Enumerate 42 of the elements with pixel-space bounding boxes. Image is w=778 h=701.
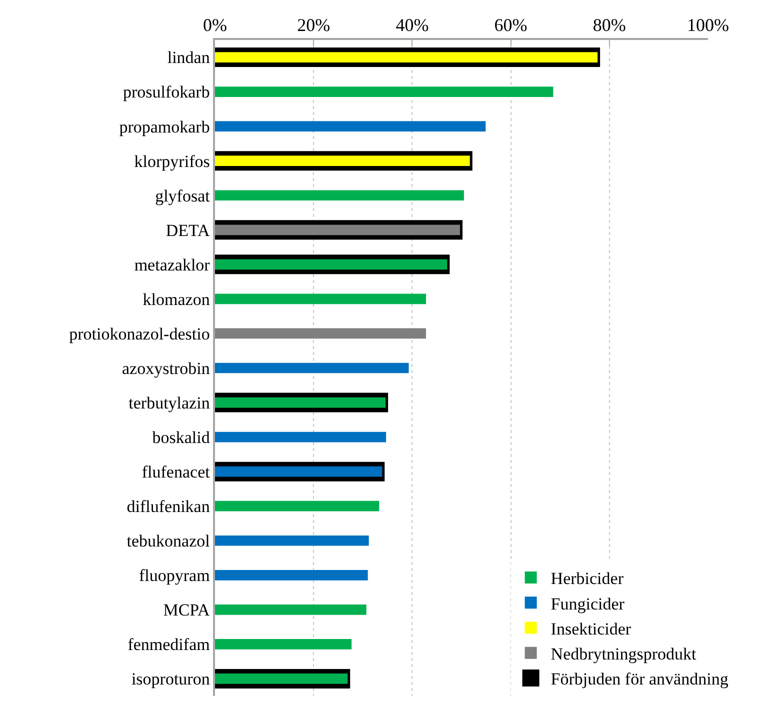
y-tick-label: propamokarb — [119, 117, 210, 136]
legend-label: Förbjuden för användning — [550, 670, 729, 689]
bar — [215, 432, 386, 442]
bar — [215, 362, 409, 374]
y-tick-label: klomazon — [142, 290, 210, 309]
x-tick-label: 80% — [592, 15, 626, 36]
bar — [215, 639, 352, 650]
y-tick-label: DETA — [166, 220, 211, 240]
bar — [215, 535, 369, 546]
y-tick-label: glyfosat — [155, 186, 210, 206]
y-tick-label: fluopyram — [139, 566, 210, 586]
y-tick-label: MCPA — [163, 600, 211, 620]
y-tick-label: flufenacet — [142, 462, 210, 482]
y-tick-label: diflufenikan — [126, 497, 210, 516]
legend-label: Herbicider — [550, 569, 624, 588]
bar — [215, 121, 486, 132]
bar — [215, 328, 426, 339]
bar — [215, 570, 368, 580]
y-tick-label: metazaklor — [134, 255, 210, 274]
y-tick-label: tebukonazol — [126, 532, 210, 551]
bar — [215, 500, 380, 512]
legend-label: Nedbrytningsprodukt — [550, 644, 697, 664]
bar — [215, 86, 554, 97]
bar — [215, 294, 426, 304]
y-tick-label: boskalid — [152, 428, 210, 447]
legend-label: Insekticider — [550, 619, 632, 638]
bar — [215, 604, 366, 615]
y-tick-label: terbutylazin — [128, 393, 210, 412]
x-tick-label: 40% — [396, 15, 429, 36]
y-tick-label: fenmedifam — [128, 635, 210, 654]
y-tick-label: azoxystrobin — [122, 358, 210, 378]
x-tick-label: 60% — [494, 15, 528, 36]
bar — [215, 190, 464, 201]
y-tick-label: isoproturon — [131, 670, 210, 689]
x-tick-label: 100% — [687, 15, 729, 36]
x-tick-label: 0% — [203, 15, 227, 36]
legend-label: Fungicider — [550, 594, 625, 614]
x-tick-label: 20% — [297, 15, 330, 36]
y-tick-label: protiokonazol-destio — [69, 324, 210, 344]
y-tick-label: klorpyrifos — [134, 152, 210, 171]
y-tick-label: prosulfokarb — [122, 82, 210, 102]
y-tick-label: lindan — [167, 48, 210, 68]
